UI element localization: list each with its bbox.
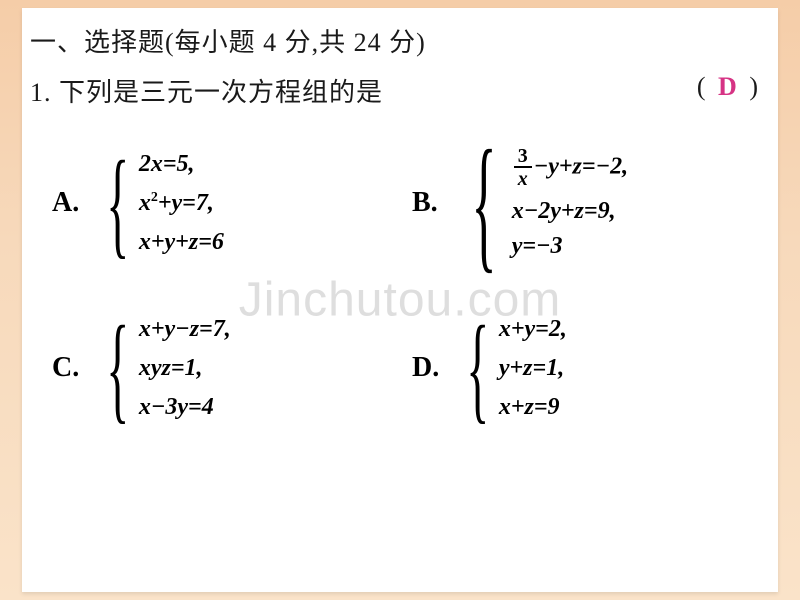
fraction: 3 x (514, 146, 532, 190)
option-a-label: A. (52, 187, 79, 219)
section-header: 一、选择题(每小题 4 分,共 24 分) (30, 22, 426, 59)
answer-value: D (712, 72, 743, 101)
eq: x+z=9 (499, 394, 567, 421)
eq: xyz=1, (139, 355, 231, 382)
eq: 2x=5, (139, 151, 224, 178)
brace-icon: { (467, 308, 490, 428)
paren-open: ( (697, 72, 706, 101)
question-text: 下列是三元一次方程组的是 (59, 78, 383, 107)
options-row-2: C. { x+y−z=7, xyz=1, x−3y=4 D. { x+y=2, (52, 308, 752, 428)
question-number: 1. (30, 78, 52, 107)
brace-icon: { (471, 128, 496, 278)
option-c-equations: x+y−z=7, xyz=1, x−3y=4 (139, 310, 231, 427)
option-c: C. { x+y−z=7, xyz=1, x−3y=4 (52, 308, 412, 428)
eq: x+y=2, (499, 316, 567, 343)
option-d-equations: x+y=2, y+z=1, x+z=9 (499, 310, 567, 427)
eq: y=−3 (512, 233, 628, 260)
eq: x+y+z=6 (139, 229, 224, 256)
option-b-label: B. (412, 187, 438, 219)
brace-icon: { (107, 143, 130, 263)
eq: x−3y=4 (139, 394, 231, 421)
eq: x2+y=7, (139, 190, 224, 217)
brace-icon: { (107, 308, 130, 428)
option-b-system: { 3 x −y+z=−2, x−2y+z=9, y=−3 (448, 128, 628, 278)
answer-paren: ( D ) (697, 72, 758, 102)
options-row-1: A. { 2x=5, x2+y=7, x+y+z=6 B. { (52, 128, 752, 278)
option-d-label: D. (412, 352, 439, 384)
option-d: D. { x+y=2, y+z=1, x+z=9 (412, 308, 752, 428)
eq: x+y−z=7, (139, 316, 231, 343)
option-c-label: C. (52, 352, 79, 384)
options-container: A. { 2x=5, x2+y=7, x+y+z=6 B. { (52, 128, 752, 458)
option-a-system: { 2x=5, x2+y=7, x+y+z=6 (89, 143, 224, 263)
content-card: 一、选择题(每小题 4 分,共 24 分) 1. 下列是三元一次方程组的是 ( … (22, 8, 778, 592)
eq: x−2y+z=9, (512, 198, 628, 225)
option-b: B. { 3 x −y+z=−2, x−2y+z=9, y=−3 (412, 128, 752, 278)
paren-close: ) (749, 72, 758, 101)
question-stem: 1. 下列是三元一次方程组的是 (30, 72, 383, 109)
eq: 3 x −y+z=−2, (512, 146, 628, 190)
eq: y+z=1, (499, 355, 567, 382)
option-a-equations: 2x=5, x2+y=7, x+y+z=6 (139, 145, 224, 262)
option-b-equations: 3 x −y+z=−2, x−2y+z=9, y=−3 (512, 142, 628, 264)
option-a: A. { 2x=5, x2+y=7, x+y+z=6 (52, 128, 412, 278)
option-d-system: { x+y=2, y+z=1, x+z=9 (449, 308, 567, 428)
option-c-system: { x+y−z=7, xyz=1, x−3y=4 (89, 308, 231, 428)
